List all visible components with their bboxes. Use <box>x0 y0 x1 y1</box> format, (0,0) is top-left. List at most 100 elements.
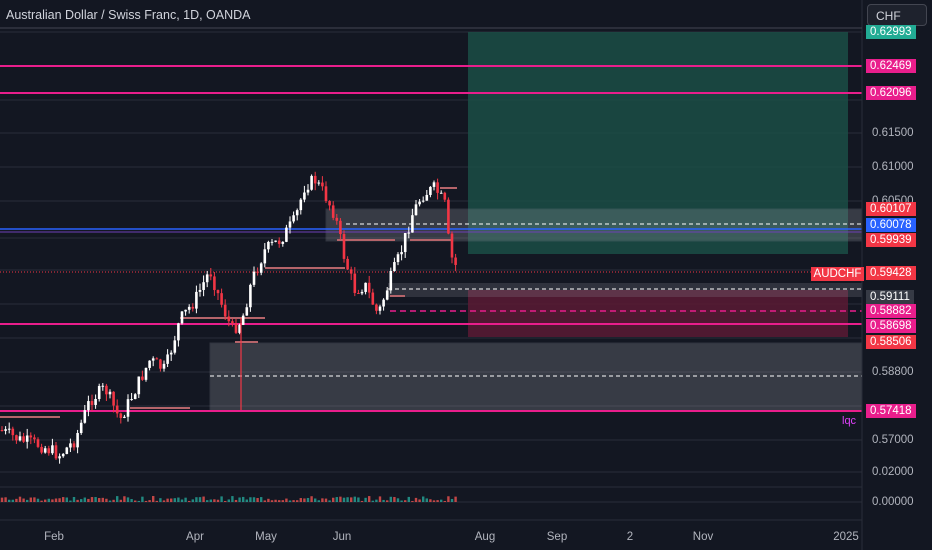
candle-body <box>328 201 331 206</box>
volume-bar <box>342 497 346 502</box>
volume-bar <box>198 497 202 502</box>
candle-body <box>407 232 411 234</box>
candle-body <box>429 186 432 195</box>
candle-body <box>126 399 130 417</box>
volume-bar <box>90 497 94 502</box>
volume-bar <box>364 497 367 502</box>
lqc-label: lqc <box>842 415 857 427</box>
candle-body <box>191 306 195 309</box>
candle-body <box>364 282 367 292</box>
volume-bar <box>404 500 407 502</box>
candle-body <box>213 276 216 291</box>
candle-body <box>65 447 69 454</box>
time-label: 2 <box>626 531 634 543</box>
candle-body <box>115 405 119 414</box>
volume-bar <box>83 497 86 502</box>
volume-bar <box>231 496 234 502</box>
volume-bar <box>177 497 180 502</box>
volume-bar <box>281 500 284 502</box>
candle-body <box>25 435 29 442</box>
price-grid-label: 0.00000 <box>872 496 914 508</box>
candles <box>0 171 457 464</box>
candle-body <box>29 435 33 438</box>
candle-body <box>238 324 241 333</box>
price-grid-label: 0.61500 <box>872 127 914 139</box>
candle-body <box>130 399 133 401</box>
volume-bar <box>0 497 4 502</box>
candle-body <box>400 252 403 255</box>
candle-body <box>357 292 360 294</box>
volume-bar <box>436 500 439 502</box>
candle-body <box>432 182 436 187</box>
volume-bar <box>288 500 292 502</box>
volume-bar <box>447 496 450 502</box>
candle-body <box>61 453 65 457</box>
candle-body <box>303 192 306 200</box>
candle-body <box>425 194 429 201</box>
volume-bar <box>101 497 104 502</box>
price-levels <box>0 65 862 418</box>
volume-bar <box>65 497 68 502</box>
time-label: Jun <box>332 531 352 543</box>
volume-bar <box>328 500 331 502</box>
candle-body <box>288 221 292 228</box>
volume-bar <box>296 500 299 502</box>
volume-bar <box>159 498 162 502</box>
volume-bar <box>130 499 133 502</box>
candle-body <box>169 352 173 355</box>
volume-bar <box>234 499 238 502</box>
volume-bar <box>144 500 148 502</box>
candle-body <box>241 315 245 325</box>
volume-bar <box>270 500 274 502</box>
price-tag: 0.62096 <box>866 86 916 100</box>
price-grid-label: 0.02000 <box>872 466 914 478</box>
candle-body <box>403 233 407 253</box>
candle-body <box>450 233 454 258</box>
time-label: Sep <box>546 531 568 543</box>
volume-bar <box>216 499 220 502</box>
price-tag: 0.58882 <box>866 304 916 318</box>
candle-body <box>83 410 87 423</box>
volume-bar <box>209 499 212 502</box>
volume-bar <box>195 497 198 502</box>
candle-body <box>94 398 97 405</box>
volume-bar <box>18 496 22 502</box>
volume-bar <box>80 499 83 502</box>
volume-bar <box>51 499 54 502</box>
candle-body <box>443 192 447 200</box>
volume-bar <box>180 499 184 502</box>
volume-bar <box>292 500 295 502</box>
volume-bar <box>245 499 248 502</box>
candle-body <box>342 234 346 259</box>
price-tag: 0.58698 <box>866 319 916 333</box>
volume-bar <box>450 498 454 502</box>
volume-bar <box>353 496 356 502</box>
volume-bar <box>26 499 29 502</box>
candle-body <box>321 182 324 187</box>
candle-body <box>101 385 105 387</box>
volume-bar <box>332 497 335 502</box>
candle-body <box>144 367 148 380</box>
volume-bar <box>371 500 374 502</box>
volume-bar <box>47 498 50 502</box>
candle-body <box>108 391 112 395</box>
currency-selector[interactable]: CHF <box>867 4 927 26</box>
candle-body <box>198 289 202 292</box>
candle-body <box>141 376 144 380</box>
candle-body <box>155 358 159 360</box>
volume-bar <box>202 496 205 502</box>
candle-body <box>187 306 191 310</box>
volume-bar <box>418 499 421 502</box>
volume-bar <box>94 497 97 502</box>
candle-body <box>11 428 15 436</box>
volume-bar <box>310 496 313 502</box>
candle-body <box>313 175 317 184</box>
candle-body <box>274 240 277 242</box>
candle-body <box>133 394 137 400</box>
candle-body <box>414 204 418 216</box>
candle-body <box>256 271 259 273</box>
chart-title: Australian Dollar / Swiss Franc, 1D, OAN… <box>6 8 251 22</box>
candle-body <box>353 273 357 293</box>
candle-body <box>72 443 76 448</box>
